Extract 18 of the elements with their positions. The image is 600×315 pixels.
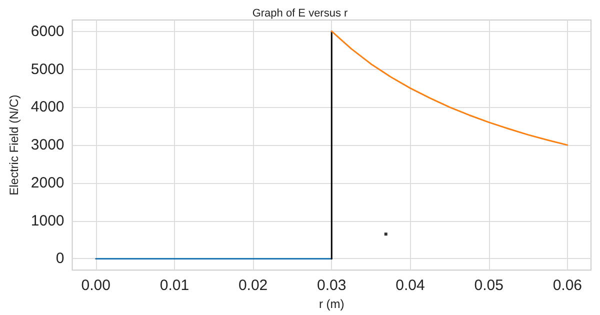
x-tick-label: 0.02 [238, 277, 268, 294]
y-axis-title: Electric Field (N/C) [7, 94, 21, 196]
x-axis-title: r (m) [318, 297, 344, 311]
y-tick-label: 6000 [30, 22, 64, 40]
x-tick-label: 0.05 [474, 277, 504, 294]
x-tick-label: 0.03 [317, 277, 346, 294]
y-tick-label: 4000 [30, 98, 64, 116]
chart-title: Graph of E versus r [252, 8, 348, 20]
x-tick-label: 0.06 [552, 277, 582, 294]
x-tick-label: 0.01 [160, 277, 190, 294]
x-tick-label: 0.04 [396, 277, 425, 294]
y-tick-label: 0 [56, 250, 64, 268]
y-tick-label: 3000 [30, 136, 64, 154]
line-series [330, 30, 568, 146]
x-tick-label: 0.00 [81, 277, 110, 294]
y-tick-label: 2000 [30, 174, 64, 192]
y-tick-label: 1000 [30, 212, 64, 230]
y-tick-label: 5000 [30, 60, 64, 78]
